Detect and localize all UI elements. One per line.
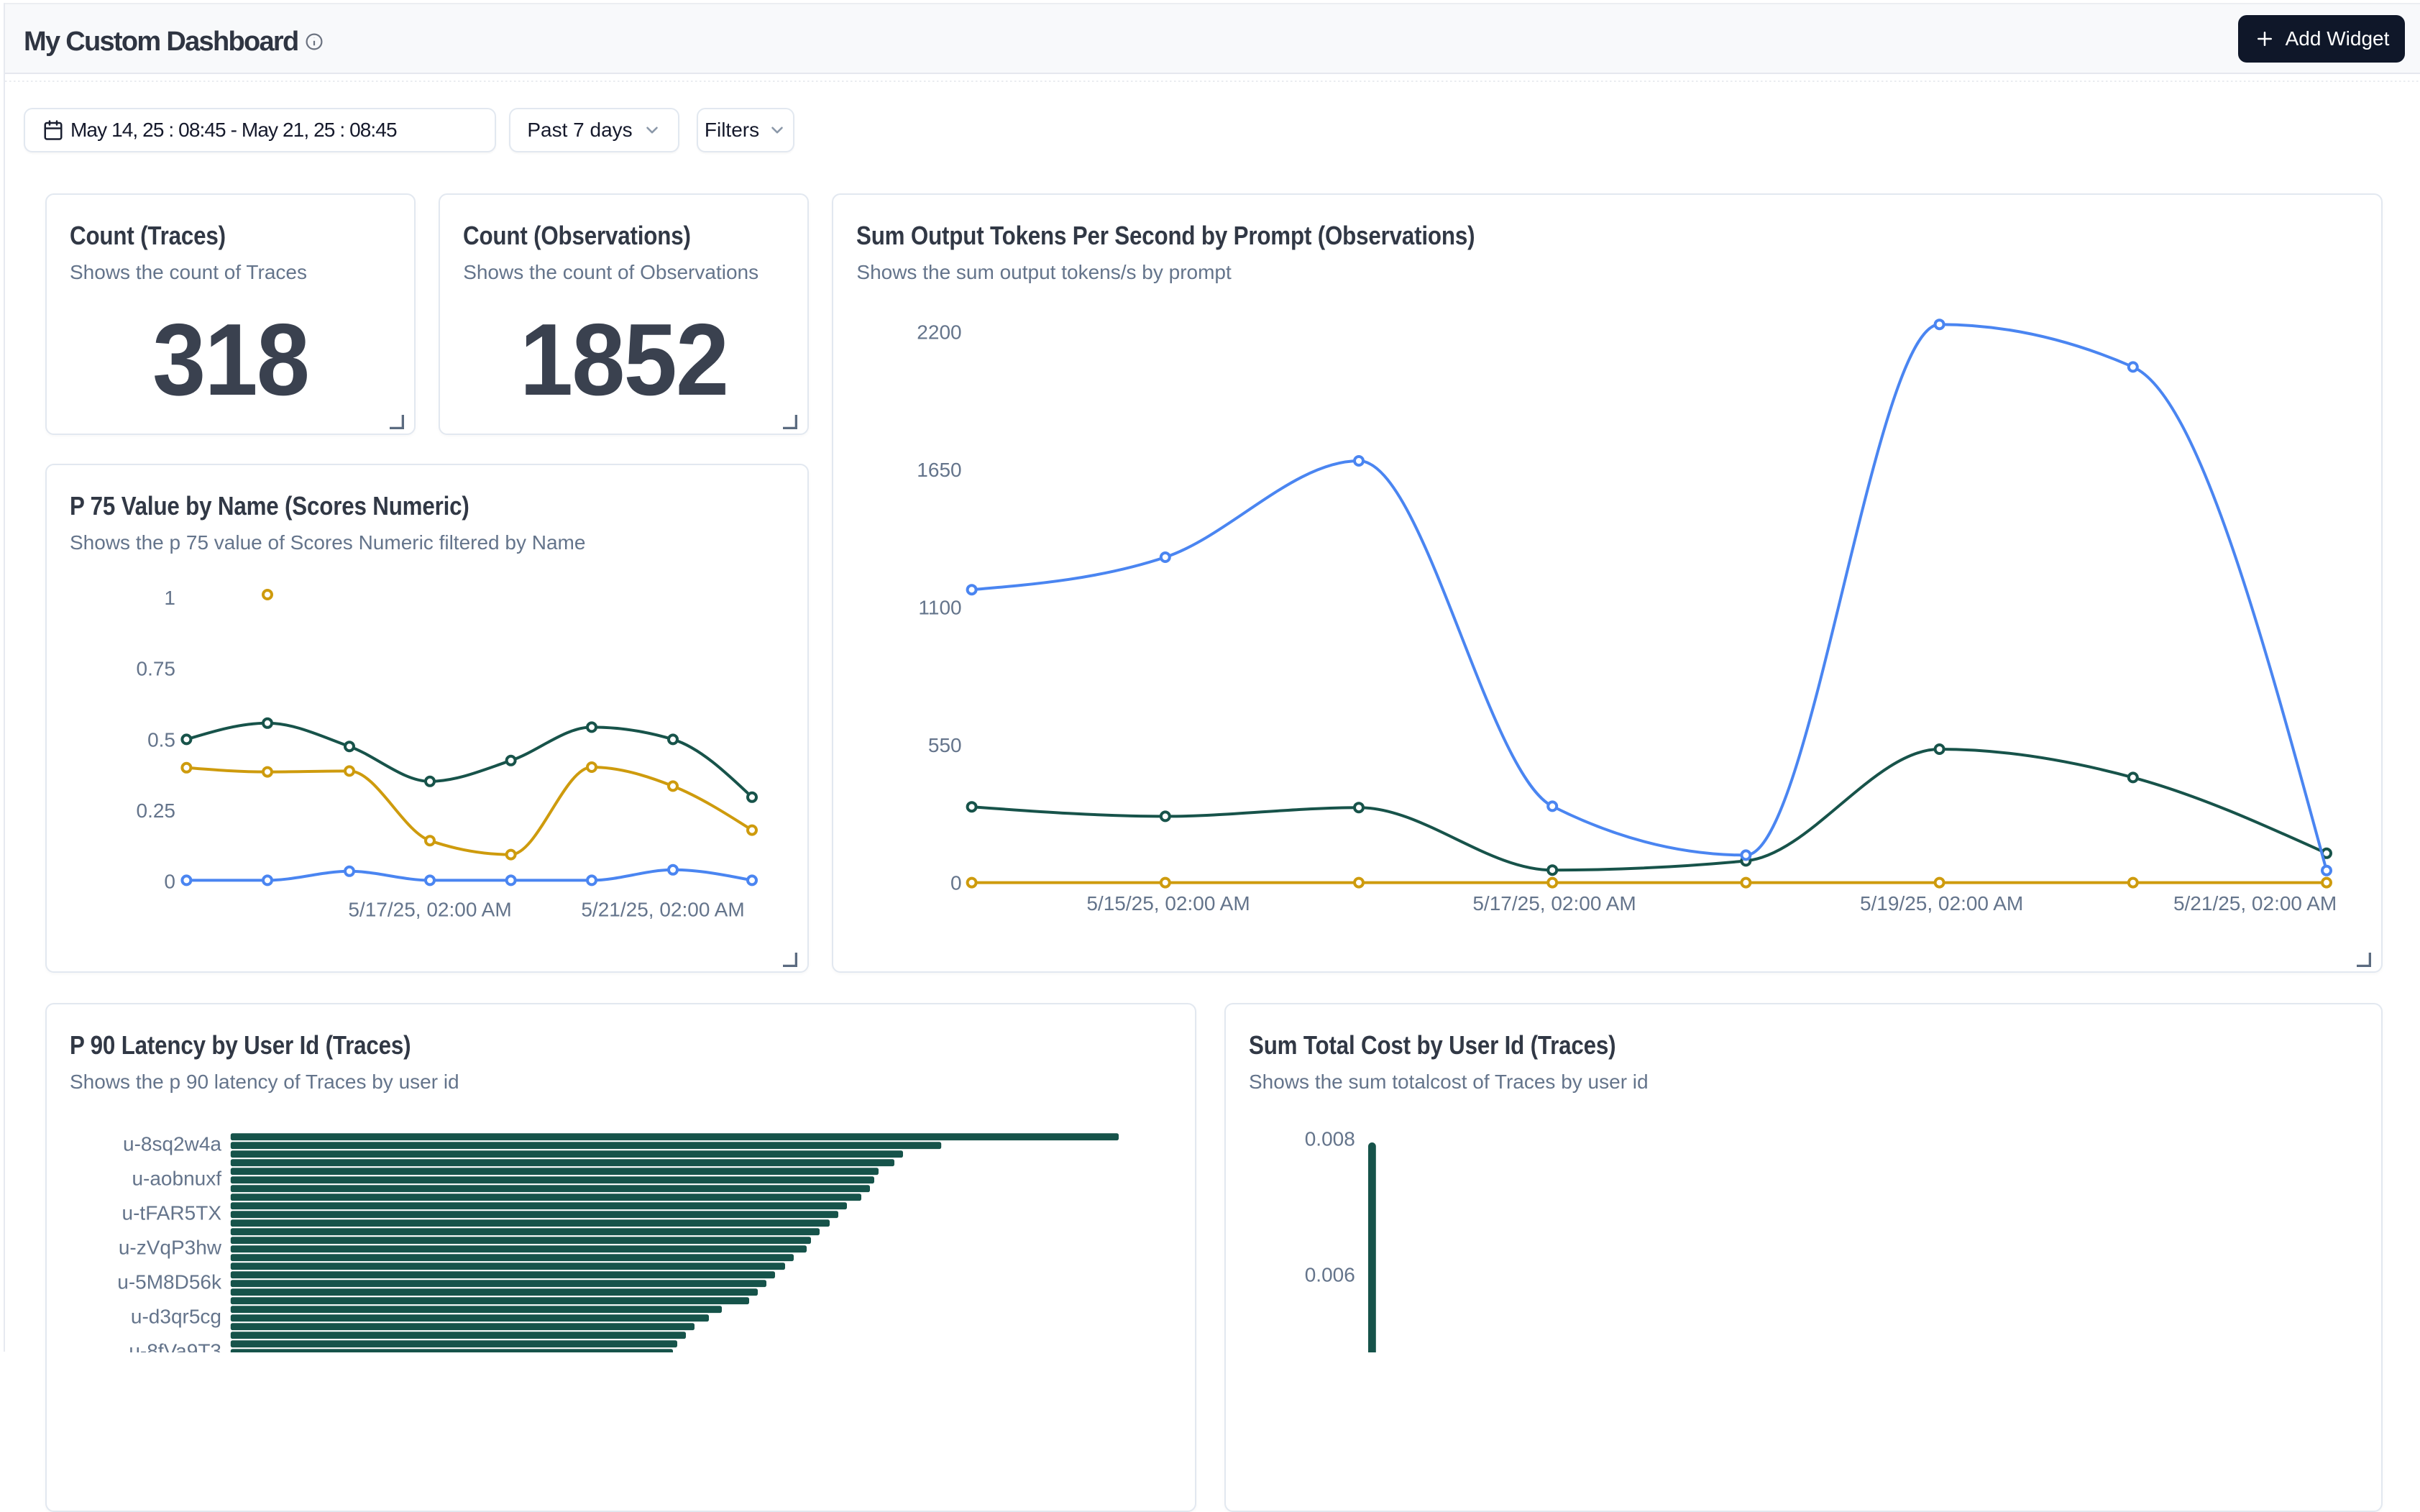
- svg-text:u-zVqP3hw: u-zVqP3hw: [119, 1236, 222, 1258]
- svg-text:0.25: 0.25: [137, 799, 176, 822]
- svg-text:1650: 1650: [917, 459, 962, 481]
- svg-text:5/17/25, 02:00 AM: 5/17/25, 02:00 AM: [348, 898, 511, 920]
- svg-text:0.5: 0.5: [147, 728, 175, 751]
- svg-text:u-aobnuxf: u-aobnuxf: [132, 1167, 221, 1189]
- svg-text:5/19/25, 02:00 AM: 5/19/25, 02:00 AM: [1860, 892, 2023, 915]
- svg-text:u-5M8D56k: u-5M8D56k: [117, 1270, 222, 1293]
- svg-text:0: 0: [950, 872, 962, 894]
- svg-text:2200: 2200: [917, 321, 962, 344]
- svg-text:1: 1: [164, 587, 175, 609]
- svg-text:1100: 1100: [919, 597, 962, 619]
- svg-text:5/21/25, 02:00 AM: 5/21/25, 02:00 AM: [581, 898, 744, 920]
- svg-text:u-8fVa9T3: u-8fVa9T3: [129, 1339, 221, 1352]
- svg-text:0.008: 0.008: [1305, 1127, 1355, 1150]
- svg-text:u-8sq2w4a: u-8sq2w4a: [123, 1132, 221, 1155]
- svg-text:550: 550: [928, 734, 962, 756]
- svg-text:5/17/25, 02:00 AM: 5/17/25, 02:00 AM: [1473, 892, 1636, 915]
- svg-text:u-d3qr5cg: u-d3qr5cg: [131, 1305, 221, 1327]
- svg-text:0: 0: [164, 871, 175, 893]
- svg-text:u-tFAR5TX: u-tFAR5TX: [122, 1201, 222, 1224]
- svg-text:0.75: 0.75: [137, 658, 176, 680]
- svg-text:5/15/25, 02:00 AM: 5/15/25, 02:00 AM: [1087, 892, 1250, 915]
- svg-text:0.006: 0.006: [1305, 1263, 1355, 1286]
- svg-text:5/21/25, 02:00 AM: 5/21/25, 02:00 AM: [2173, 892, 2337, 915]
